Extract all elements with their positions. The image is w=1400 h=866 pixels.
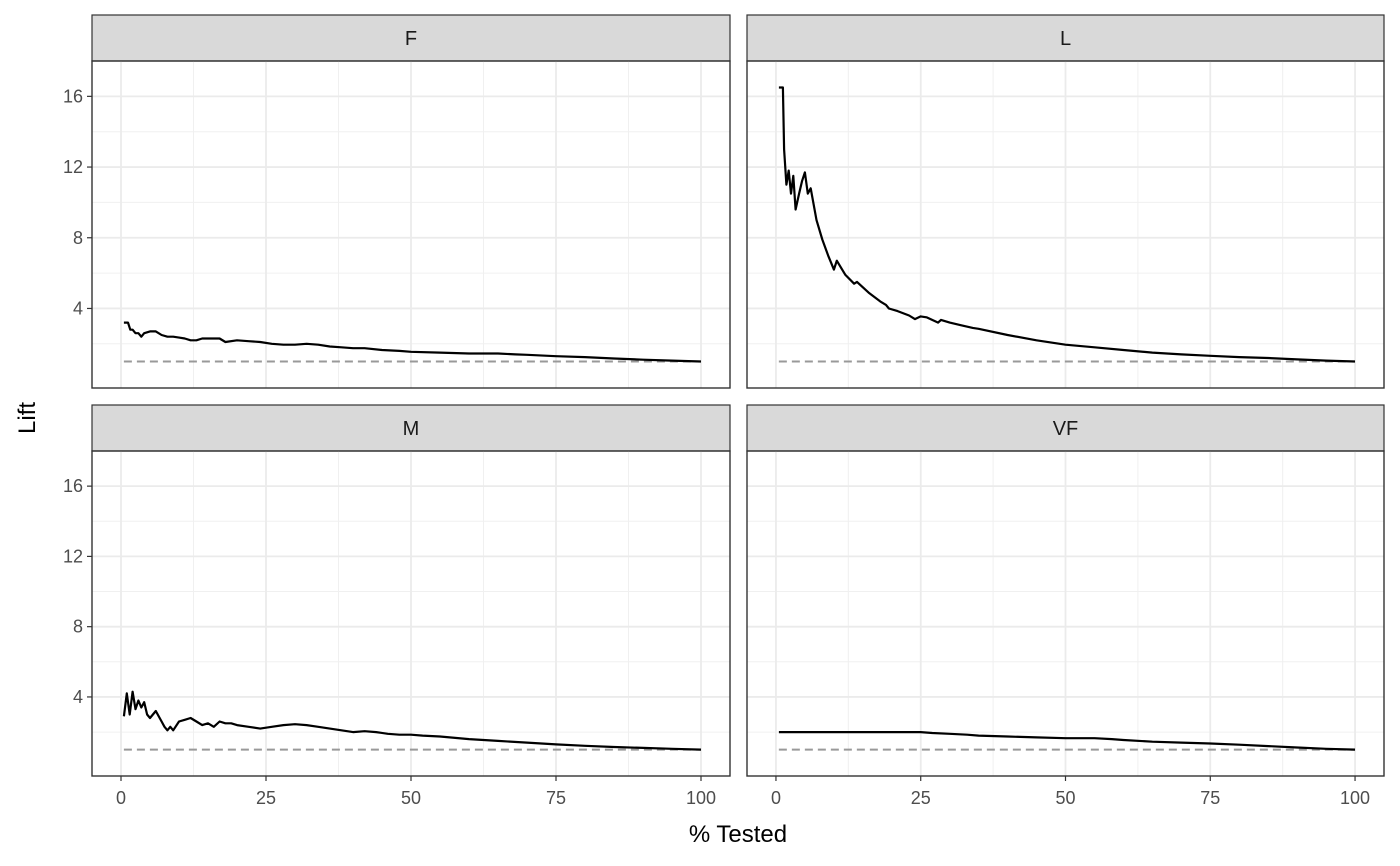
facet-strip bbox=[746, 404, 1385, 452]
lift-series-line bbox=[778, 86, 1356, 363]
facet-label: VF bbox=[1053, 418, 1079, 440]
x-tick-label: 25 bbox=[256, 788, 276, 808]
facet-strip bbox=[746, 14, 1385, 62]
panel-border bbox=[91, 60, 731, 389]
lift-series-line bbox=[778, 731, 1356, 751]
facet-label: L bbox=[1060, 28, 1071, 50]
y-tick-label: 12 bbox=[63, 546, 83, 566]
facet-label: M bbox=[403, 418, 420, 440]
y-tick-label: 16 bbox=[63, 476, 83, 496]
panel-l: L bbox=[746, 14, 1385, 389]
panel-m: M 4 8 12 16 0 25 50 75 100 bbox=[63, 404, 731, 808]
y-tick-label: 8 bbox=[73, 228, 83, 248]
x-tick-label: 100 bbox=[1340, 788, 1370, 808]
x-tick-label: 0 bbox=[771, 788, 781, 808]
y-tick-label: 4 bbox=[73, 687, 83, 707]
y-tick-label: 8 bbox=[73, 617, 83, 637]
y-axis-title: Lift bbox=[14, 402, 41, 434]
panel-vf: VF 0 25 50 75 100 bbox=[746, 404, 1385, 808]
panel-border bbox=[746, 60, 1385, 389]
y-tick-label: 4 bbox=[73, 298, 83, 318]
facet-panels: F 4 8 12 16 L M 4 8 12 16 0 25 50 75 100 VF 0 25 50 75 100 bbox=[63, 14, 1385, 808]
lift-series-line bbox=[123, 321, 702, 363]
x-tick-label: 25 bbox=[911, 788, 931, 808]
y-tick-label: 12 bbox=[63, 157, 83, 177]
x-tick-label: 75 bbox=[1200, 788, 1220, 808]
x-tick-label: 50 bbox=[1055, 788, 1075, 808]
panel-f: F 4 8 12 16 bbox=[63, 14, 731, 389]
x-axis-title: % Tested bbox=[689, 821, 787, 848]
y-tick-label: 16 bbox=[63, 86, 83, 106]
facet-strip bbox=[91, 14, 731, 62]
x-tick-label: 100 bbox=[686, 788, 716, 808]
facet-label: F bbox=[405, 28, 417, 50]
x-tick-label: 0 bbox=[116, 788, 126, 808]
x-tick-label: 50 bbox=[401, 788, 421, 808]
facet-strip bbox=[91, 404, 731, 452]
x-tick-label: 75 bbox=[546, 788, 566, 808]
lift-series-line bbox=[122, 690, 702, 751]
